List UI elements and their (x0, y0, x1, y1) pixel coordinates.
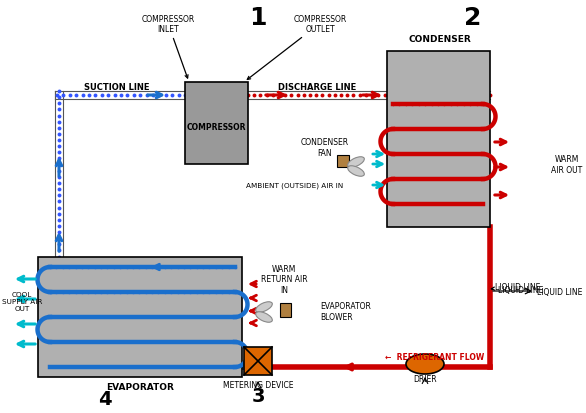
Text: COOL
SUPPLY AIR
OUT: COOL SUPPLY AIR OUT (2, 291, 42, 311)
Text: CONDENSER
FAN: CONDENSER FAN (301, 138, 349, 157)
Ellipse shape (255, 302, 272, 313)
Text: COMPRESSOR
OUTLET: COMPRESSOR OUTLET (247, 14, 347, 80)
Text: WARM
AIR OUT: WARM AIR OUT (551, 155, 582, 174)
Text: CONDENSER: CONDENSER (408, 36, 471, 44)
Text: 1: 1 (249, 6, 267, 30)
Ellipse shape (347, 166, 364, 177)
Ellipse shape (255, 312, 272, 323)
Text: 4: 4 (98, 389, 112, 408)
Text: SUCTION LINE: SUCTION LINE (84, 83, 150, 92)
Text: METERING DEVICE: METERING DEVICE (223, 380, 293, 389)
Text: LIQUID LINE: LIQUID LINE (491, 282, 540, 291)
Text: DRIER: DRIER (413, 375, 437, 384)
Text: AMBIENT (OUTSIDE) AIR IN: AMBIENT (OUTSIDE) AIR IN (246, 182, 343, 189)
Bar (337, 156, 349, 168)
Text: LIQUID LINE: LIQUID LINE (498, 285, 543, 294)
Bar (244, 347, 272, 375)
Bar (280, 303, 291, 317)
Text: ←  REFRIGERANT FLOW: ← REFRIGERANT FLOW (385, 353, 484, 362)
Text: COMPRESSOR
INLET: COMPRESSOR INLET (141, 14, 195, 79)
Text: LIQUID LINE: LIQUID LINE (537, 287, 582, 296)
Text: COMPRESSOR: COMPRESSOR (187, 123, 246, 132)
Bar (185, 83, 248, 165)
Text: EVAPORATOR
BLOWER: EVAPORATOR BLOWER (320, 301, 371, 321)
Bar (38, 257, 242, 377)
Ellipse shape (406, 354, 444, 374)
Text: 3: 3 (251, 387, 265, 406)
Text: WARM
RETURN AIR
IN: WARM RETURN AIR IN (261, 264, 307, 294)
Text: DISCHARGE LINE: DISCHARGE LINE (278, 83, 356, 92)
Text: EVAPORATOR: EVAPORATOR (106, 382, 174, 392)
Text: 2: 2 (464, 6, 482, 30)
Bar (387, 52, 490, 228)
Ellipse shape (347, 157, 364, 168)
